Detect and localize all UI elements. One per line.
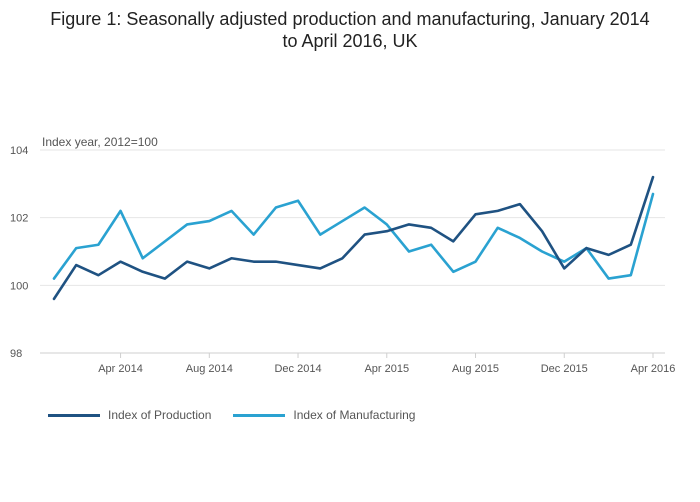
- legend-label: Index of Manufacturing: [293, 408, 416, 422]
- y-tick-label: 104: [10, 145, 28, 157]
- legend-swatch: [233, 413, 286, 417]
- series-line-index-of-manufacturing[interactable]: [52, 192, 655, 280]
- x-tick-label: Apr 2016: [631, 363, 676, 375]
- chart-title-line-2: to April 2016, UK: [282, 31, 418, 51]
- x-tick-label: Apr 2015: [364, 363, 409, 375]
- series-line-index-of-production[interactable]: [52, 175, 655, 301]
- chart-legend: Index of Production Index of Manufacturin…: [48, 408, 415, 422]
- y-axis-label: Index year, 2012=100: [42, 135, 158, 149]
- x-tick-label: Dec 2015: [541, 363, 588, 375]
- y-tick-label: 100: [10, 280, 28, 292]
- chart-title: Figure 1: Seasonally adjusted production…: [0, 8, 700, 52]
- legend-item-index-of-production[interactable]: Index of Production: [48, 408, 211, 422]
- legend-label: Index of Production: [108, 408, 212, 422]
- x-tick-label: Dec 2014: [274, 363, 321, 375]
- line-chart: 98 100 102 104 Index year, 2012=100 Apr 2014 A…: [10, 135, 676, 375]
- y-tick-label: 98: [10, 348, 22, 360]
- chart-title-line-1: Figure 1: Seasonally adjusted production…: [50, 9, 650, 29]
- y-tick-label: 102: [10, 213, 28, 225]
- x-tick-label: Aug 2014: [186, 363, 233, 375]
- x-tick-label: Aug 2015: [452, 363, 499, 375]
- legend-item-index-of-manufacturing[interactable]: Index of Manufacturing: [233, 408, 415, 422]
- legend-swatch: [48, 413, 100, 417]
- x-tick-label: Apr 2014: [98, 363, 143, 375]
